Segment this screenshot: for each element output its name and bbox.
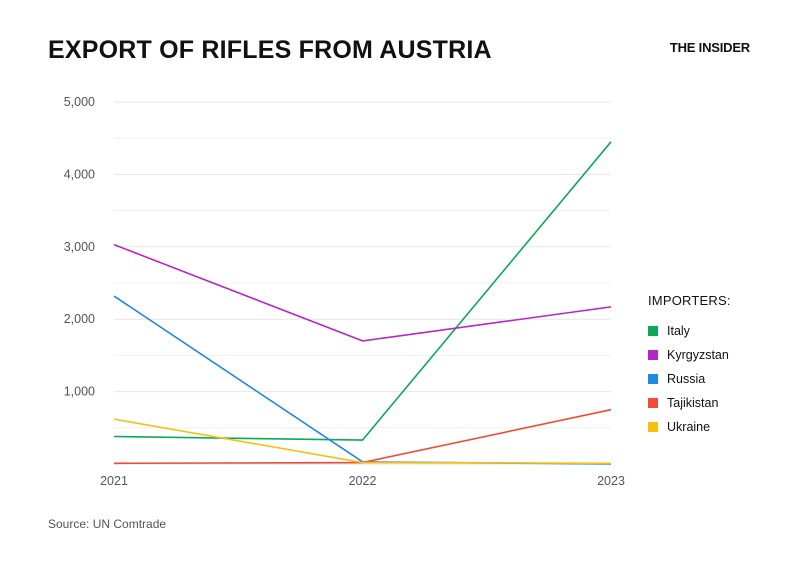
y-tick-label: 2,000: [64, 312, 95, 326]
legend-swatch: [648, 398, 658, 408]
x-tick-label: 2022: [349, 474, 377, 488]
legend-swatch: [648, 422, 658, 432]
legend-label: Tajikistan: [667, 396, 719, 410]
legend-label: Russia: [667, 372, 706, 386]
y-tick-label: 1,000: [64, 385, 95, 399]
y-tick-label: 4,000: [64, 167, 95, 181]
series-line-italy: [113, 141, 612, 441]
chart-title: EXPORT OF RIFLES FROM AUSTRIA: [48, 36, 492, 64]
legend-item-italy: Italy: [648, 319, 731, 343]
series-line-tajikistan: [113, 408, 612, 465]
legend-item-ukraine: Ukraine: [648, 415, 731, 439]
series-line-ukraine: [113, 418, 612, 465]
source-note: Source: UN Comtrade: [48, 517, 167, 531]
legend-items: Italy Kyrgyzstan Russia Tajikistan Ukraine: [648, 319, 731, 439]
legend-item-russia: Russia: [648, 367, 731, 391]
legend-item-tajikistan: Tajikistan: [648, 391, 731, 415]
legend-swatch: [648, 326, 658, 336]
x-tick-label: 2023: [597, 474, 625, 488]
y-tick-label: 5,000: [64, 95, 95, 109]
legend-label: Kyrgyzstan: [667, 348, 729, 362]
series-line-kyrgyzstan: [113, 243, 612, 342]
legend-label: Italy: [667, 324, 690, 338]
legend: IMPORTERS: Italy Kyrgyzstan Russia Tajikist…: [648, 293, 731, 439]
brand-logo: THE INSIDER: [669, 40, 750, 55]
x-tick-label: 2021: [100, 474, 128, 488]
legend-title: IMPORTERS:: [648, 293, 731, 308]
legend-item-kyrgyzstan: Kyrgyzstan: [648, 343, 731, 367]
y-tick-label: 3,000: [64, 240, 95, 254]
legend-label: Ukraine: [667, 420, 711, 434]
series-line-russia: [113, 295, 612, 465]
legend-swatch: [648, 374, 658, 384]
legend-swatch: [648, 350, 658, 360]
